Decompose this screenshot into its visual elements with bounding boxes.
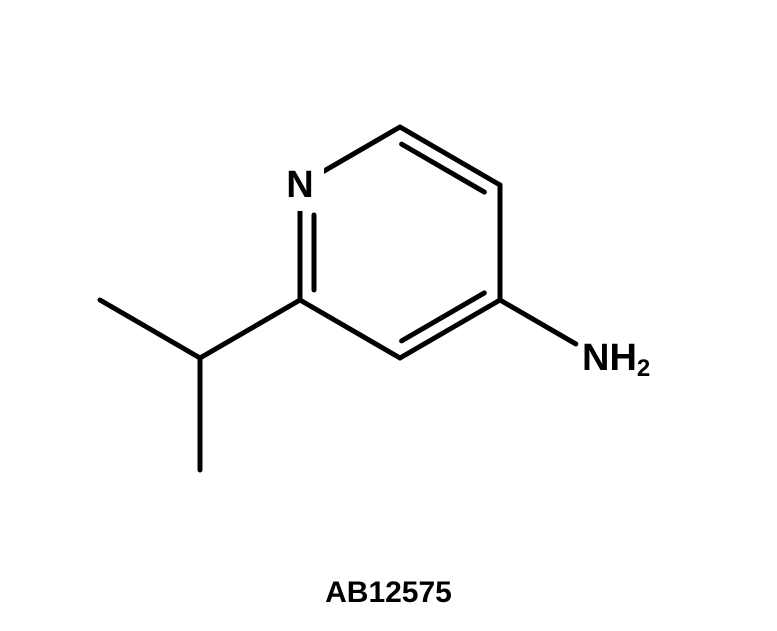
compound-id-caption: AB12575 — [0, 576, 777, 610]
molecule-drawing: NNH2 — [0, 0, 777, 631]
figure-container: NNH2 AB12575 — [0, 0, 777, 631]
atom-label-n: N — [286, 164, 313, 206]
caption-text: AB12575 — [325, 576, 452, 609]
